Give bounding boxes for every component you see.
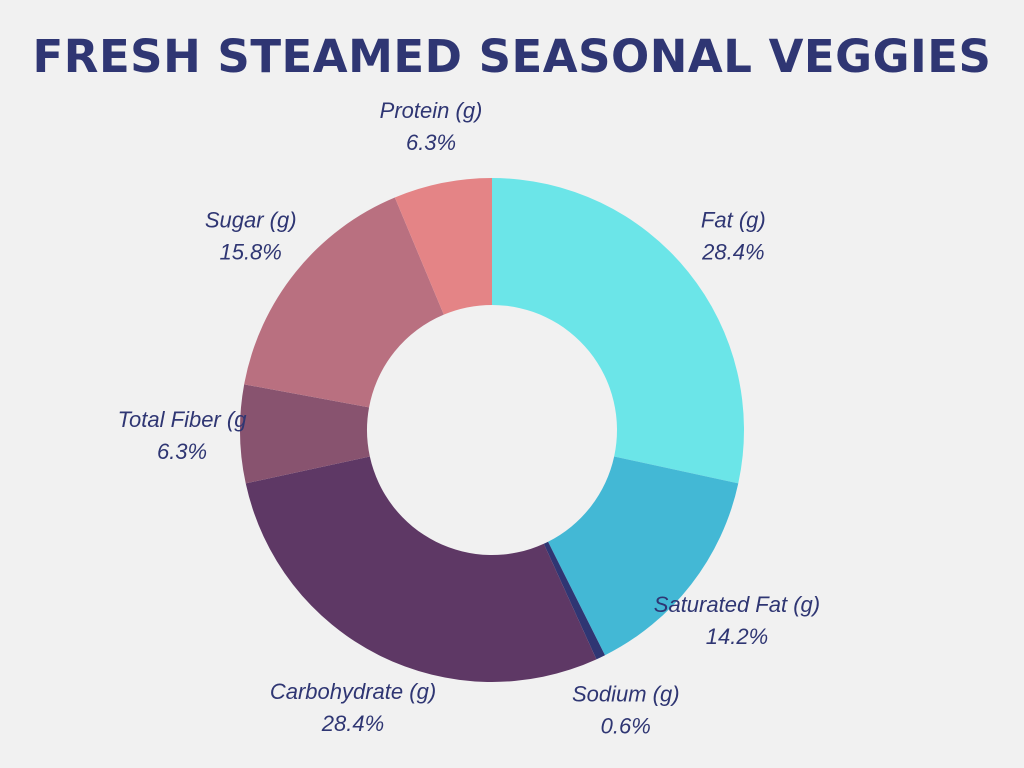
donut-slice	[245, 456, 597, 682]
donut-slice	[492, 178, 744, 484]
slice-label: Sodium (g) 0.6%	[572, 682, 680, 739]
donut-slice	[240, 384, 370, 484]
donut-slices	[240, 178, 744, 682]
slice-value-label: 28.4%	[701, 239, 764, 264]
slice-value-label: 14.2%	[706, 624, 768, 649]
slice-category-label: Total Fiber (g	[118, 407, 248, 432]
slice-label: Sugar (g) 15.8%	[205, 207, 297, 264]
slice-label: Carbohydrate (g) 28.4%	[270, 679, 436, 736]
slice-label: Protein (g) 6.3%	[380, 98, 483, 155]
donut-slice	[548, 456, 739, 656]
slice-labels: Fat (g) 28.4% Saturated Fat (g) 14.2% Sodium…	[118, 98, 820, 739]
slice-category-label: Sugar (g)	[205, 207, 297, 232]
slice-label: Fat (g) 28.4%	[701, 207, 766, 264]
slice-value-label: 6.3%	[157, 439, 207, 464]
slice-category-label: Saturated Fat (g)	[654, 592, 820, 617]
slice-category-label: Fat (g)	[701, 207, 766, 232]
slice-value-label: 28.4%	[321, 711, 384, 736]
slice-value-label: 15.8%	[219, 239, 281, 264]
slice-value-label: 6.3%	[406, 130, 456, 155]
slice-value-label: 0.6%	[601, 714, 651, 739]
donut-slice	[394, 178, 492, 315]
donut-slice	[543, 541, 605, 660]
slice-label: Saturated Fat (g) 14.2%	[654, 592, 820, 649]
slice-category-label: Protein (g)	[380, 98, 483, 123]
slice-category-label: Carbohydrate (g)	[270, 679, 436, 704]
slice-category-label: Sodium (g)	[572, 682, 680, 707]
donut-slice	[244, 197, 444, 408]
chart-title: FRESH STEAMED SEASONAL VEGGIES	[32, 30, 992, 83]
slice-label: Total Fiber (g 6.3%	[118, 407, 248, 464]
